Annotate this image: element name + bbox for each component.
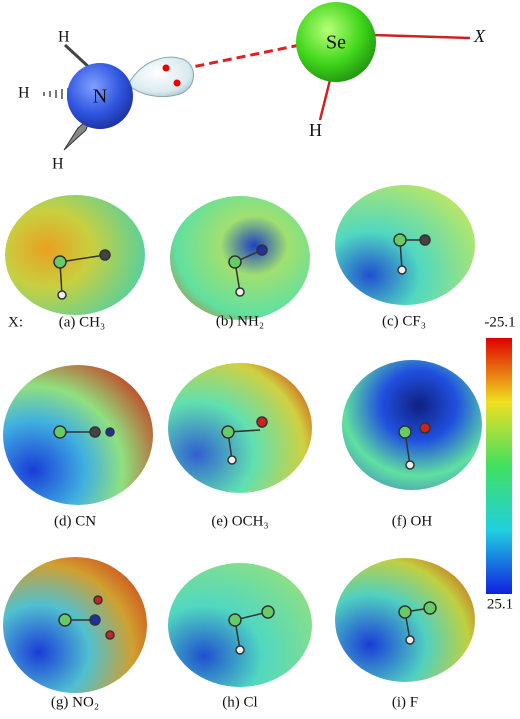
esp-surface <box>168 363 312 493</box>
colorbar-label: -25.1 <box>484 314 515 330</box>
colorbar <box>486 338 512 594</box>
esp-surface <box>168 563 312 687</box>
se-atom <box>296 2 376 82</box>
electron <box>162 64 170 72</box>
atom-label: N <box>93 86 107 108</box>
panel-label: (i) F <box>392 694 418 710</box>
x-label: X: <box>8 314 23 330</box>
scheme: H H H N Se X H <box>18 2 486 173</box>
panel-label: (c) CF₃ <box>382 313 426 329</box>
panel-label: (b) NH₂ <box>216 313 264 329</box>
electron <box>173 79 181 87</box>
esp-surface <box>335 558 475 682</box>
ball-stick <box>53 233 437 655</box>
esp-surface <box>342 360 482 490</box>
panel-label: (e) OCH₃ <box>211 513 268 529</box>
esp-surface <box>3 557 147 693</box>
panel-labels: (a) CH₃ (b) NH₂ (c) CF₃ (d) CN (e) OCH₃ … <box>51 313 432 710</box>
panel-label: (d) CN <box>54 513 96 529</box>
panel-label: (a) CH₃ <box>59 314 105 330</box>
lone-pair <box>127 56 194 98</box>
panel-label: (f) OH <box>392 513 433 529</box>
bond <box>318 79 332 121</box>
panel-label: (g) NO₂ <box>51 694 99 710</box>
colorbar-label: 25.1 <box>487 596 513 612</box>
panel-label: (h) Cl <box>222 694 257 710</box>
esp-surface <box>5 195 145 315</box>
atom-label: H <box>309 120 322 140</box>
atom-label: X <box>473 26 486 46</box>
esp-grid <box>3 185 482 693</box>
bond <box>371 33 471 40</box>
n-atom <box>67 63 133 129</box>
atom-label: H <box>18 85 30 102</box>
esp-surface <box>335 185 475 305</box>
atom-label: Se <box>326 32 346 54</box>
hashed-bond <box>43 88 69 100</box>
atom-label: H <box>52 156 64 173</box>
atom-label: H <box>58 29 70 46</box>
esp-surface <box>3 365 153 505</box>
